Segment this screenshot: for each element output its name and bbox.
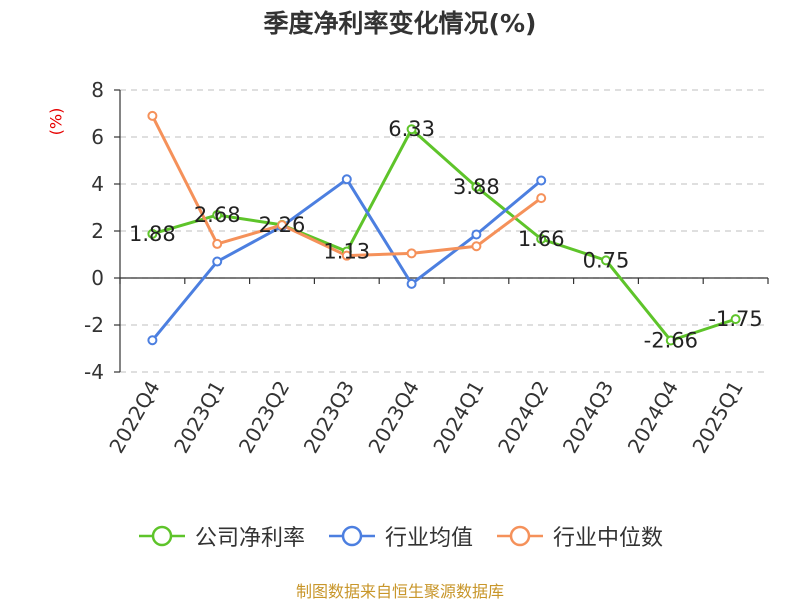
x-tick-label: 2023Q1 xyxy=(169,377,229,458)
data-point xyxy=(212,256,223,267)
data-point xyxy=(536,175,547,186)
x-tick-label: 2025Q1 xyxy=(687,377,747,458)
data-point xyxy=(536,233,547,244)
data-point xyxy=(665,335,676,346)
data-point xyxy=(147,335,158,346)
data-label: -2.66 xyxy=(644,329,698,353)
data-point xyxy=(406,124,417,135)
data-label: 0.75 xyxy=(583,248,630,272)
data-label: 1.66 xyxy=(518,227,565,251)
x-tick-label: 2024Q2 xyxy=(493,377,553,458)
data-label: 1.13 xyxy=(323,239,370,263)
data-point xyxy=(536,193,547,204)
legend-label: 行业均值 xyxy=(384,526,473,551)
chart-legend: 公司净利率 行业均值 行业中位数 xyxy=(0,520,800,552)
data-label: -1.75 xyxy=(708,307,762,331)
x-tick-label: 2023Q2 xyxy=(234,377,294,458)
y-tick-label: 2 xyxy=(91,219,104,243)
legend-swatch-icon xyxy=(138,525,185,547)
data-point xyxy=(471,181,482,192)
legend-item[interactable]: 行业均值 xyxy=(327,520,473,552)
data-point xyxy=(471,229,482,240)
data-label: 3.88 xyxy=(453,175,500,199)
data-point xyxy=(147,228,158,239)
x-tick-label: 2024Q1 xyxy=(428,377,488,458)
data-point xyxy=(212,238,223,249)
x-tick-label: 2023Q4 xyxy=(363,377,423,458)
legend-label: 行业中位数 xyxy=(553,526,664,551)
series-line xyxy=(151,127,737,343)
legend-label: 公司净利率 xyxy=(194,526,305,551)
data-point xyxy=(601,255,611,266)
data-label: 1.88 xyxy=(129,222,176,246)
data-point xyxy=(406,278,417,289)
data-point xyxy=(341,174,352,185)
y-tick-label: 4 xyxy=(91,172,104,196)
data-label: 2.68 xyxy=(194,203,241,227)
x-tick-label: 2024Q4 xyxy=(623,377,683,458)
legend-swatch-icon xyxy=(497,525,543,547)
data-point xyxy=(730,314,741,325)
data-label: 2.26 xyxy=(259,213,306,237)
y-tick-label: 0 xyxy=(91,266,104,290)
data-source-note: 制图数据来自恒生聚源数据库 xyxy=(295,582,504,601)
x-tick-label: 2022Q4 xyxy=(104,377,164,458)
data-point xyxy=(277,220,287,231)
legend-swatch-icon xyxy=(328,525,375,547)
legend-item[interactable]: 行业中位数 xyxy=(495,520,663,552)
chart-title: 季度净利率变化情况(%) xyxy=(263,9,537,38)
y-tick-label: -4 xyxy=(84,360,104,384)
data-point xyxy=(212,210,223,221)
legend-item[interactable]: 公司净利率 xyxy=(137,520,305,552)
data-point xyxy=(406,248,417,259)
y-tick-label: 8 xyxy=(91,78,104,102)
x-tick-label: 2023Q3 xyxy=(299,377,359,458)
x-tick-label: 2024Q3 xyxy=(558,377,618,458)
data-point xyxy=(341,250,352,261)
data-point xyxy=(147,110,158,121)
data-point xyxy=(471,241,482,252)
data-label: 6.33 xyxy=(388,117,435,141)
y-tick-label: 6 xyxy=(91,125,104,149)
y-tick-label: -2 xyxy=(84,313,104,337)
